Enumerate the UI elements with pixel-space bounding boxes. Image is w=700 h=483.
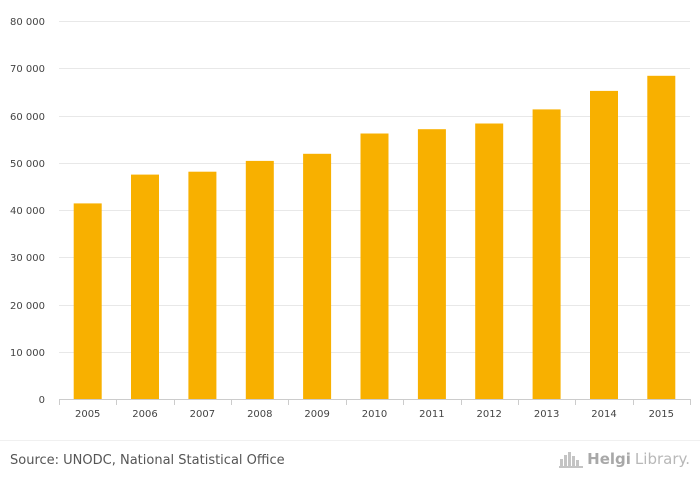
source-note: Source: UNODC, National Statistical Offi… — [10, 453, 285, 468]
bar-2014 — [590, 90, 618, 400]
y-axis-ticks: 0 10 000 20 000 30 000 40 000 50 000 60 000 70 … — [10, 17, 45, 406]
bar-2011 — [417, 129, 446, 399]
x-tick-label: 2005 — [75, 409, 100, 420]
bar-2013 — [532, 109, 561, 400]
bar-2008 — [245, 160, 274, 399]
bar-2006 — [131, 174, 159, 399]
bar-2012 — [475, 123, 504, 399]
x-tick-label: 2013 — [534, 409, 559, 420]
y-tick-label: 0 — [39, 395, 45, 406]
bar-2010 — [360, 133, 389, 399]
x-tick-label: 2014 — [591, 409, 616, 420]
logo-text-library: Library. — [634, 450, 690, 468]
y-tick-label: 20 000 — [10, 301, 45, 312]
y-tick-label: 10 000 — [10, 348, 45, 359]
x-tick-label: 2006 — [132, 409, 157, 420]
helgi-library-logo: Helgi Library. — [559, 450, 690, 468]
bar-chart: 0 10 000 20 000 30 000 40 000 50 000 60 000 70 … — [10, 17, 691, 420]
bars — [73, 75, 676, 400]
x-axis-ticks: 2005 2006 2007 2008 2009 2010 2011 2012 2013 2014… — [75, 409, 674, 420]
y-tick-label: 80 000 — [10, 17, 45, 28]
chart-footer: Source: UNODC, National Statistical Offi… — [0, 440, 700, 483]
x-tick-label: 2007 — [190, 409, 215, 420]
x-tick-label: 2015 — [649, 409, 674, 420]
y-tick-label: 60 000 — [10, 112, 45, 123]
x-tick-label: 2012 — [476, 409, 501, 420]
x-tick-label: 2009 — [304, 409, 329, 420]
y-tick-label: 50 000 — [10, 159, 45, 170]
x-tick-label: 2010 — [362, 409, 387, 420]
x-tick-label: 2008 — [247, 409, 272, 420]
city-skyline-icon — [559, 452, 584, 468]
x-tick-label: 2011 — [419, 409, 444, 420]
bar-2015 — [647, 75, 676, 400]
y-tick-label: 40 000 — [10, 206, 45, 217]
x-axis — [59, 399, 691, 405]
bar-2005 — [73, 203, 102, 399]
y-tick-label: 30 000 — [10, 253, 45, 264]
bar-2007 — [188, 171, 217, 399]
y-tick-label: 70 000 — [10, 64, 45, 75]
bar-2009 — [303, 153, 332, 399]
logo-text-helgi: Helgi — [587, 450, 631, 468]
